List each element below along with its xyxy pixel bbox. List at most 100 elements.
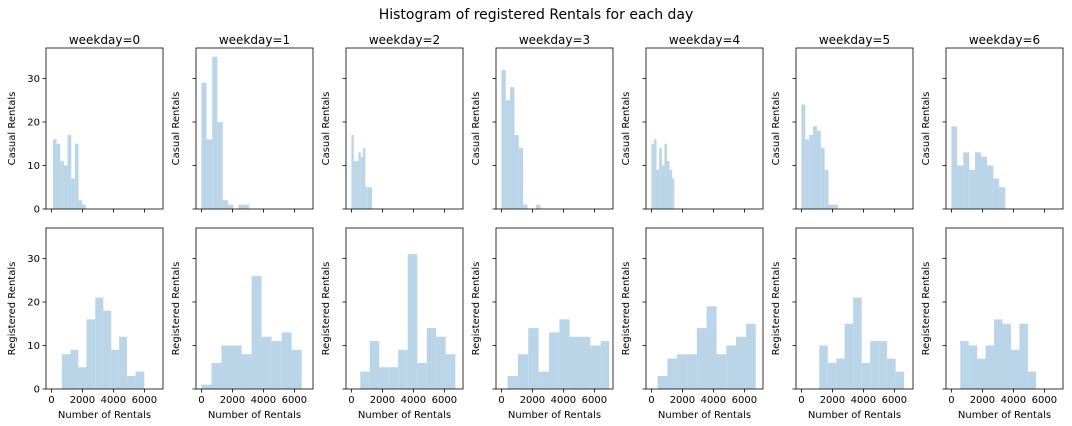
y-axis-label: Registered Rentals bbox=[7, 262, 18, 356]
axes-frame bbox=[645, 227, 764, 390]
subplot-casual-0: 0 10 20 30 weekday=0 Casual Rentals bbox=[7, 33, 164, 216]
histogram-bar bbox=[445, 354, 456, 389]
histogram-bar bbox=[363, 148, 366, 209]
histogram-bar bbox=[813, 126, 817, 209]
histogram-bar bbox=[86, 319, 96, 389]
subplot-casual-6: weekday=6 Casual Rentals bbox=[921, 33, 1064, 213]
axes-frame bbox=[45, 47, 164, 210]
histogram-bar bbox=[206, 139, 213, 209]
x-tick-label: 2000 bbox=[820, 395, 845, 406]
histogram-bar bbox=[672, 178, 675, 209]
y-axis-label: Casual Rentals bbox=[171, 92, 182, 166]
subplot-registered-1: 0 2000 4000 6000 Registered Rentals Number of… bbox=[171, 227, 314, 421]
histogram-bar bbox=[549, 332, 560, 389]
y-tick-label: 30 bbox=[27, 74, 40, 85]
histogram-bar bbox=[687, 354, 697, 389]
histogram-bar bbox=[832, 204, 838, 209]
x-tick-label: 6000 bbox=[882, 395, 907, 406]
x-axis-label: Number of Rentals bbox=[958, 410, 1051, 421]
histogram-bar bbox=[56, 143, 61, 209]
x-tick-label: 2000 bbox=[70, 395, 95, 406]
x-tick-label: 0 bbox=[798, 395, 804, 406]
histogram-bar bbox=[201, 384, 212, 389]
histogram-bar bbox=[805, 139, 810, 209]
histogram-bar bbox=[1010, 349, 1020, 389]
histogram-bar bbox=[590, 345, 601, 389]
histogram-bar bbox=[82, 204, 86, 209]
subplot-casual-2: weekday=2 Casual Rentals bbox=[321, 33, 464, 213]
histogram-bar bbox=[103, 310, 112, 389]
histogram-bar bbox=[407, 254, 418, 389]
x-tick-label: 2000 bbox=[520, 395, 545, 406]
histogram-bar bbox=[536, 204, 541, 209]
x-tick-label: 0 bbox=[48, 395, 54, 406]
histogram-bar bbox=[505, 100, 511, 209]
histogram-bar bbox=[716, 354, 727, 389]
histogram-bar bbox=[510, 87, 515, 209]
histogram-bar bbox=[819, 345, 828, 389]
histogram-bar bbox=[870, 341, 879, 389]
y-tick-label: 30 bbox=[27, 254, 40, 265]
histogram-bar bbox=[661, 165, 665, 209]
x-axis-label: Number of Rentals bbox=[208, 410, 301, 421]
histogram-bar bbox=[426, 328, 437, 389]
x-axis-label: Number of Rentals bbox=[808, 410, 901, 421]
histogram-bar bbox=[127, 375, 136, 389]
histogram-bar bbox=[281, 332, 292, 389]
histogram-bar bbox=[538, 371, 549, 389]
axes-frame bbox=[945, 47, 1064, 210]
histogram-bar bbox=[951, 126, 957, 209]
x-tick-label: 6000 bbox=[432, 395, 457, 406]
histogram-bar bbox=[60, 161, 64, 209]
histogram-bar bbox=[696, 328, 707, 389]
subplot-title: weekday=0 bbox=[69, 33, 140, 47]
x-tick-label: 6000 bbox=[582, 395, 607, 406]
histogram-bar bbox=[836, 358, 845, 389]
y-axis-label: Casual Rentals bbox=[921, 92, 932, 166]
histogram-bar bbox=[63, 165, 68, 209]
histogram-bar bbox=[360, 371, 370, 389]
histogram-bar bbox=[726, 345, 737, 389]
x-axis-label: Number of Rentals bbox=[658, 410, 751, 421]
axes-frame bbox=[345, 47, 464, 210]
histogram-bar bbox=[861, 362, 871, 389]
axes-frame bbox=[495, 227, 614, 390]
y-axis-label: Registered Rentals bbox=[621, 262, 632, 356]
subplot-title: weekday=5 bbox=[819, 33, 890, 47]
histogram-bar bbox=[828, 204, 833, 209]
x-tick-label: 6000 bbox=[282, 395, 307, 406]
subplot-title: weekday=6 bbox=[969, 33, 1040, 47]
y-axis-label: Casual Rentals bbox=[471, 92, 482, 166]
x-tick-label: 4000 bbox=[1001, 395, 1026, 406]
histogram-bar bbox=[977, 358, 986, 389]
subplot-registered-6: 0 2000 4000 6000 Registered Rentals Number of… bbox=[921, 227, 1064, 421]
histogram-bar bbox=[111, 349, 120, 389]
histogram-bar bbox=[895, 371, 905, 389]
histogram-bar bbox=[657, 375, 668, 389]
histogram-bar bbox=[78, 367, 87, 389]
x-tick-label: 4000 bbox=[551, 395, 576, 406]
y-axis-label: Registered Rentals bbox=[321, 262, 332, 356]
histogram-bar bbox=[388, 367, 399, 389]
histogram-bar bbox=[71, 178, 75, 209]
subplot-registered-4: 0 2000 4000 6000 Registered Rentals Number of… bbox=[621, 227, 764, 421]
y-axis-label: Casual Rentals bbox=[771, 92, 782, 166]
histogram-bar bbox=[651, 143, 655, 209]
y-axis-label: Registered Rentals bbox=[771, 262, 782, 356]
histogram-bar bbox=[78, 200, 83, 209]
histogram-bar bbox=[365, 187, 368, 209]
histogram-bar bbox=[960, 341, 969, 389]
x-axis-label: Number of Rentals bbox=[58, 410, 151, 421]
histogram-bar bbox=[824, 169, 829, 209]
axes-frame bbox=[345, 227, 464, 390]
histogram-bar bbox=[659, 148, 662, 209]
subplot-registered-5: 0 2000 4000 6000 Registered Rentals Number of… bbox=[771, 227, 914, 421]
x-tick-label: 6000 bbox=[732, 395, 757, 406]
histogram-bar bbox=[987, 165, 994, 209]
x-axis-label: Number of Rentals bbox=[508, 410, 601, 421]
x-tick-label: 0 bbox=[498, 395, 504, 406]
y-axis-label: Registered Rentals bbox=[471, 262, 482, 356]
histogram-bar bbox=[61, 354, 71, 389]
histogram-bar bbox=[367, 187, 371, 209]
x-tick-label: 4000 bbox=[251, 395, 276, 406]
